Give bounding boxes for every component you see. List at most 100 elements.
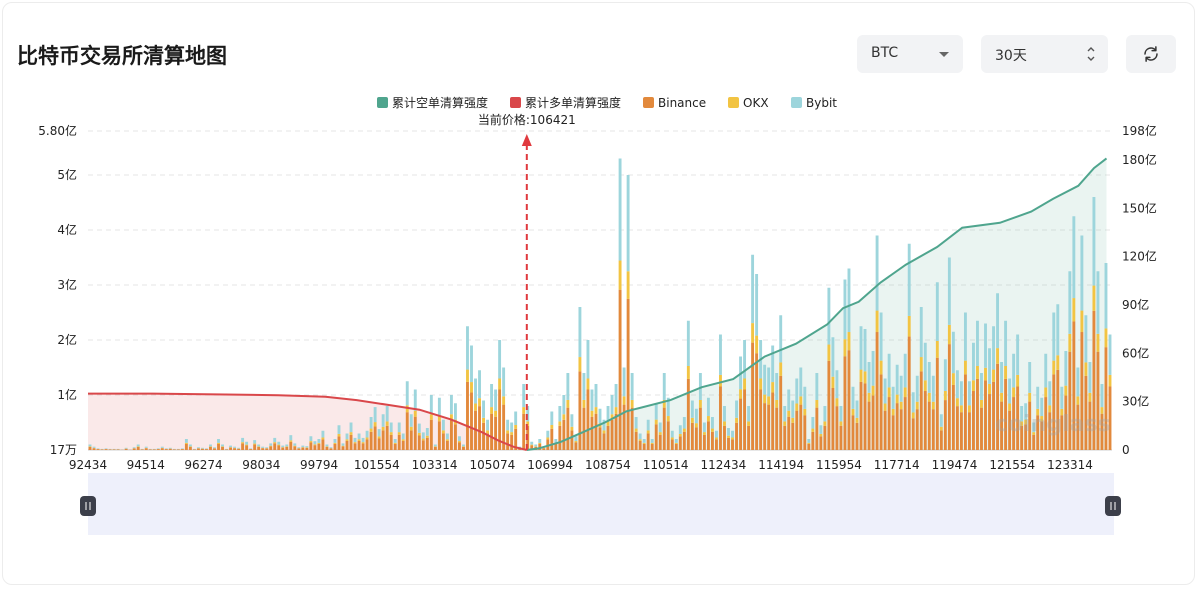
bar-binance: [217, 443, 220, 450]
bar-okx: [184, 442, 188, 444]
bar-bybit: [771, 345, 775, 383]
bar-okx: [429, 414, 433, 420]
bar-binance: [727, 437, 730, 450]
bar-bybit: [241, 437, 245, 443]
bar-binance: [839, 425, 843, 450]
bar-okx: [1088, 392, 1092, 402]
refresh-button[interactable]: [1126, 35, 1176, 73]
bar-bybit: [618, 158, 622, 261]
bar-okx: [486, 430, 490, 434]
bar-okx: [341, 445, 345, 447]
bar-binance: [743, 389, 747, 450]
bar-binance: [670, 439, 674, 450]
bar-okx: [313, 444, 317, 446]
bar-bybit: [261, 446, 265, 448]
left-axis-tick: 5亿: [57, 167, 77, 182]
bar-bybit: [257, 444, 261, 447]
bar-binance: [409, 430, 413, 450]
bar-binance: [783, 425, 787, 450]
bar-binance: [140, 449, 144, 450]
bar-bybit: [433, 444, 437, 447]
bar-binance: [116, 449, 120, 450]
bar-okx: [1032, 432, 1036, 435]
bar-binance: [614, 413, 618, 450]
bar-bybit: [875, 235, 879, 311]
bar-okx: [566, 399, 570, 408]
range-select[interactable]: 30天: [981, 35, 1108, 73]
bar-bybit: [743, 340, 747, 379]
bar-okx: [614, 407, 618, 414]
bar-okx: [622, 396, 626, 405]
x-axis-tick: 101554: [354, 458, 400, 472]
bar-binance: [241, 443, 245, 450]
bar-bybit: [972, 342, 975, 381]
bar-bybit: [642, 439, 646, 443]
bar-okx: [915, 401, 919, 410]
bar-okx: [871, 385, 875, 396]
zoom-handle-left[interactable]: [80, 496, 96, 516]
bar-binance: [144, 448, 148, 450]
symbol-select[interactable]: BTC: [857, 35, 963, 73]
bar-okx: [1024, 419, 1028, 425]
bar-bybit: [437, 397, 441, 417]
bar-bybit: [365, 430, 369, 438]
left-axis-tick: 17万: [50, 443, 77, 457]
bar-binance: [988, 394, 991, 450]
bar-bybit: [662, 373, 666, 400]
bar-okx: [136, 446, 140, 447]
bar-binance: [1096, 351, 1100, 450]
bar-binance: [466, 381, 469, 450]
bar-bybit: [787, 389, 791, 411]
bar-okx: [803, 408, 807, 416]
bar-okx: [590, 410, 594, 417]
bar-bybit: [385, 406, 389, 422]
bar-binance: [341, 446, 345, 450]
bar-bybit: [289, 435, 293, 441]
bar-okx: [325, 446, 329, 447]
bar-binance: [192, 449, 196, 450]
bar-bybit: [823, 406, 827, 422]
bar-okx: [269, 445, 273, 447]
bar-okx: [381, 426, 385, 431]
bar-okx: [755, 335, 759, 354]
bar-okx: [642, 442, 646, 444]
bar-bybit: [803, 386, 807, 409]
zoom-handle-right[interactable]: [1105, 496, 1121, 516]
bar-binance: [100, 449, 104, 450]
bar-bybit: [180, 448, 184, 449]
bar-okx: [1020, 421, 1024, 426]
bar-okx: [578, 357, 582, 372]
bar-bybit: [409, 414, 413, 427]
bar-bybit: [751, 254, 755, 324]
bar-okx: [377, 436, 381, 439]
bar-okx: [650, 442, 654, 444]
bar-okx: [867, 392, 871, 402]
bar-binance: [148, 449, 152, 450]
bar-binance: [433, 446, 437, 450]
x-axis-tick: 98034: [242, 458, 280, 472]
bar-okx: [811, 428, 815, 432]
bar-okx: [369, 428, 373, 432]
bar-okx: [357, 439, 361, 441]
bar-binance: [996, 363, 999, 450]
bar-binance: [253, 444, 257, 450]
bar-binance: [646, 433, 650, 450]
bar-binance: [321, 439, 325, 450]
bar-bybit: [779, 315, 783, 363]
left-axis-tick: 5.80亿: [38, 123, 77, 138]
left-axis-tick: 2亿: [57, 332, 77, 347]
bar-binance: [823, 425, 827, 450]
bar-binance: [401, 440, 405, 450]
bar-binance: [731, 439, 734, 450]
bar-binance: [168, 448, 172, 450]
bar-okx: [470, 382, 473, 393]
bar-okx: [682, 428, 686, 432]
bar-binance: [377, 438, 381, 450]
bar-bybit: [574, 436, 578, 442]
bar-okx: [763, 394, 767, 404]
bar-okx: [401, 439, 405, 441]
bar-binance: [1068, 351, 1072, 450]
bar-bybit: [831, 337, 835, 377]
bar-binance: [1084, 375, 1088, 450]
bar-okx: [743, 378, 747, 390]
